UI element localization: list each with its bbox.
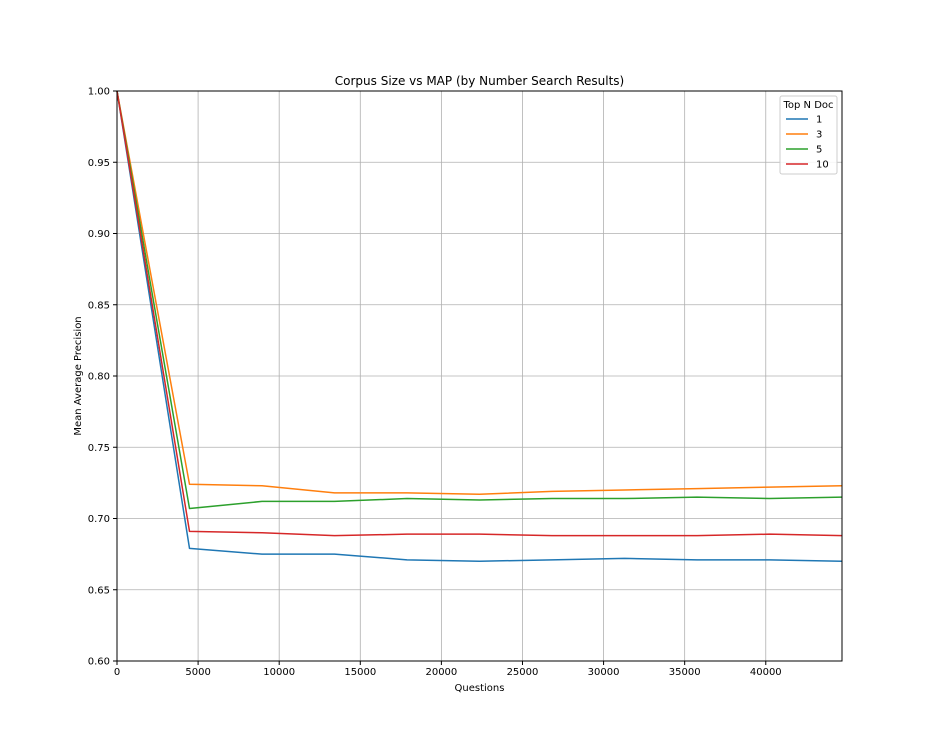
legend-items: 1 3 5 10 (786, 115, 829, 171)
y-axis-title: Mean Average Precision (73, 316, 84, 435)
y-tick-label: 0.80 (88, 372, 110, 383)
x-tick-label: 0 (114, 667, 120, 678)
legend-box (779, 95, 838, 175)
legend-title: Top N Doc (782, 100, 833, 111)
y-tick-label: 0.90 (88, 229, 110, 240)
y-tick-label: 0.60 (88, 657, 110, 668)
x-axis-title: Questions (455, 683, 505, 694)
y-tick-label: 1.00 (88, 87, 110, 98)
legend: Top N Doc 1 3 5 10 (779, 95, 838, 175)
series-line-10 (116, 90, 843, 537)
series-line-3 (116, 90, 843, 496)
x-tick-label: 25000 (507, 667, 539, 678)
y-tick-label: 0.85 (88, 300, 110, 311)
x-tick-label: 35000 (669, 667, 701, 678)
x-axis-ticks: 0 5000 10000 15000 20000 25000 30000 35000 40000 (114, 661, 782, 678)
x-tick-label: 5000 (185, 667, 210, 678)
x-tick-label: 40000 (750, 667, 782, 678)
x-tick-label: 15000 (344, 667, 376, 678)
legend-label-10: 10 (816, 160, 829, 171)
x-tick-label: 10000 (263, 667, 295, 678)
y-tick-label: 0.65 (88, 585, 110, 596)
legend-label-1: 1 (816, 115, 822, 126)
y-axis-ticks: 0.60 0.65 0.70 0.75 0.80 0.85 0.90 0.95 1.00 (88, 87, 117, 668)
series-line-5 (116, 90, 843, 510)
y-tick-label: 0.95 (88, 158, 110, 169)
series-line-1 (116, 90, 843, 562)
series-lines (116, 90, 843, 562)
x-tick-label: 20000 (425, 667, 457, 678)
x-tick-label: 30000 (588, 667, 620, 678)
legend-label-3: 3 (816, 130, 822, 141)
y-tick-label: 0.75 (88, 443, 110, 454)
y-tick-label: 0.70 (88, 514, 110, 525)
legend-label-5: 5 (816, 145, 822, 156)
chart-title: Corpus Size vs MAP (by Number Search Res… (335, 74, 624, 88)
